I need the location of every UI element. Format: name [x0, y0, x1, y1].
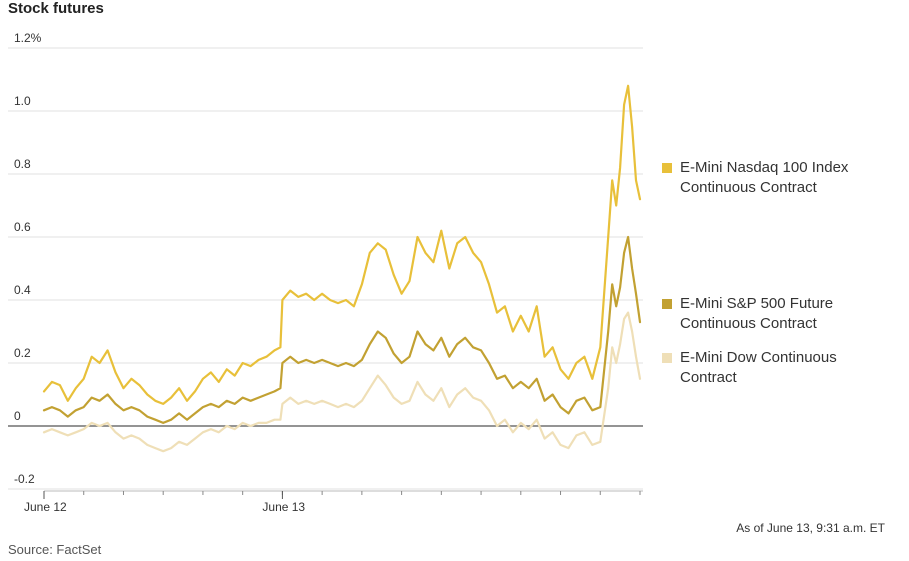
series-line-0 — [42, 84, 642, 405]
legend-label-dow: E-Mini Dow Continuous Contract — [680, 349, 837, 386]
y-tick-label: -0.2 — [14, 472, 35, 486]
series-line-2 — [42, 311, 642, 453]
axis-layer: 1.2% 1.0 0.8 0.6 0.4 0.2 0 -0.2 June 12 June 13 — [14, 31, 643, 514]
x-tick-label: June 13 — [262, 500, 305, 514]
y-tick-label: 0.8 — [14, 157, 31, 171]
legend-item-dow: E-Mini Dow Continuous Contract — [662, 348, 890, 388]
legend-label-nasdaq: E-Mini Nasdaq 100 Index Continuous Contr… — [680, 159, 849, 196]
y-tick-label: 0.4 — [14, 283, 31, 297]
y-tick-label: 1.2% — [14, 31, 42, 45]
chart-title: Stock futures — [8, 0, 104, 17]
grid-layer — [8, 47, 643, 490]
x-tick-label: June 12 — [24, 500, 67, 514]
legend-item-nasdaq: E-Mini Nasdaq 100 Index Continuous Contr… — [662, 158, 890, 198]
y-tick-label: 0 — [14, 409, 21, 423]
y-tick-label: 0.2 — [14, 346, 31, 360]
legend-swatch-dow — [662, 353, 672, 363]
y-tick-label: 1.0 — [14, 94, 31, 108]
y-tick-label: 0.6 — [14, 220, 31, 234]
legend-swatch-nasdaq — [662, 163, 672, 173]
series-layer — [42, 84, 642, 453]
legend-swatch-sp500 — [662, 299, 672, 309]
series-line-1 — [42, 235, 642, 424]
timestamp-note: As of June 13, 9:31 a.m. ET — [736, 521, 885, 535]
source-note: Source: FactSet — [8, 542, 102, 557]
legend-label-sp500: E-Mini S&P 500 Future Continuous Contrac… — [680, 295, 834, 332]
legend-item-sp500: E-Mini S&P 500 Future Continuous Contrac… — [662, 294, 890, 334]
